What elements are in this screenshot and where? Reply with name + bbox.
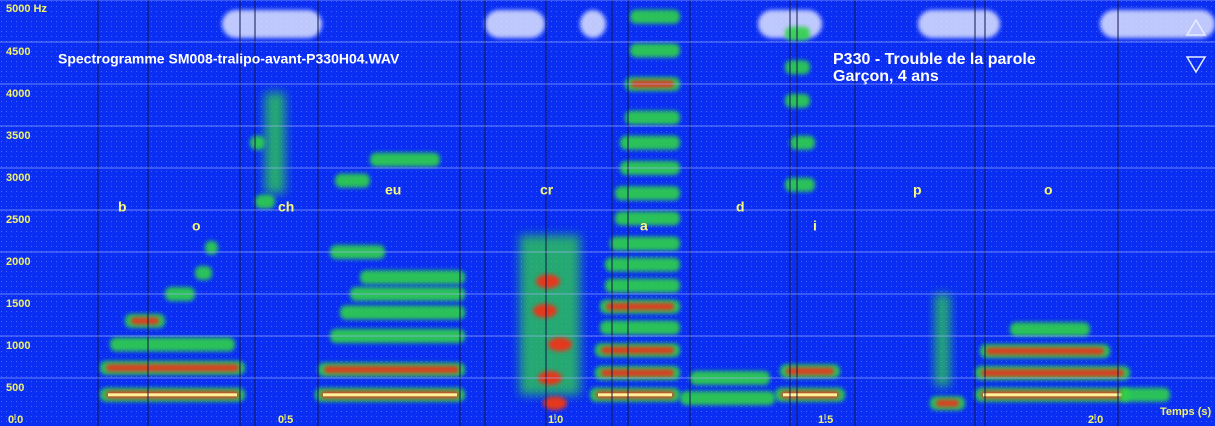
subtitle: P330 - Trouble de la parole xyxy=(833,51,1036,68)
formant-glow xyxy=(785,177,815,192)
formant-glow xyxy=(255,194,275,209)
formant-glow xyxy=(790,135,815,150)
y-tick-label: 3000 xyxy=(6,172,30,184)
y-tick-label: 1500 xyxy=(6,298,30,310)
phoneme-label: i xyxy=(813,218,817,234)
chart-title: Spectrogramme SM008-tralipo-avant-P330H0… xyxy=(58,51,400,67)
phoneme-label: o xyxy=(192,218,201,234)
y-tick-label: 5000 Hz xyxy=(6,3,47,15)
intensity-envelope xyxy=(918,10,1000,38)
formant-core xyxy=(131,317,159,325)
formant-glow xyxy=(195,266,212,280)
x-axis-label: Temps (s) xyxy=(1160,406,1211,418)
phoneme-label: cr xyxy=(540,182,554,198)
formant-glow xyxy=(1010,322,1090,337)
formant-core xyxy=(601,369,674,377)
phoneme-label: eu xyxy=(385,182,401,198)
x-tick-label: 2.0 xyxy=(1088,414,1103,426)
noise-peak xyxy=(536,274,560,289)
formant-glow xyxy=(1120,387,1170,402)
formant-glow xyxy=(340,305,465,320)
formant-core xyxy=(986,347,1104,355)
formant-glow xyxy=(600,320,680,335)
phoneme-label: o xyxy=(1044,182,1053,198)
formant-glow xyxy=(360,270,465,285)
formant-core xyxy=(606,303,674,311)
formant-peak xyxy=(598,393,672,397)
intensity-envelope xyxy=(1100,10,1215,38)
y-tick-label: 1000 xyxy=(6,340,30,352)
noise-region xyxy=(265,92,285,194)
formant-glow xyxy=(250,135,265,150)
noise-region xyxy=(935,294,950,387)
formant-glow xyxy=(680,391,775,406)
formant-core xyxy=(324,366,459,374)
formant-glow xyxy=(205,240,218,255)
formant-glow xyxy=(615,211,680,226)
x-tick-label: 1.0 xyxy=(548,414,563,426)
noise-peak xyxy=(548,337,572,352)
phoneme-label: ch xyxy=(278,199,294,215)
formant-core xyxy=(936,399,959,407)
formant-core xyxy=(786,367,834,375)
formant-glow xyxy=(625,110,680,125)
phoneme-label: b xyxy=(118,199,127,215)
y-tick-label: 4000 xyxy=(6,88,30,100)
y-tick-label: 3500 xyxy=(6,130,30,142)
formant-peak xyxy=(783,393,837,397)
noise-peak xyxy=(543,396,567,411)
formant-glow xyxy=(605,257,680,272)
formant-core xyxy=(601,346,674,354)
y-tick-label: 2000 xyxy=(6,256,30,268)
x-tick-label: 0.5 xyxy=(278,414,293,426)
noise-peak xyxy=(533,303,557,318)
formant-glow xyxy=(370,152,440,167)
formant-glow xyxy=(615,186,680,201)
x-tick-label: 1.5 xyxy=(818,414,833,426)
x-tick-label: 0.0 xyxy=(8,414,23,426)
phoneme-label: d xyxy=(736,199,745,215)
formant-glow xyxy=(605,278,680,293)
formant-peak xyxy=(108,393,237,397)
formant-glow xyxy=(630,9,680,24)
formant-peak xyxy=(323,393,457,397)
y-tick-label: 4500 xyxy=(6,46,30,58)
formant-glow xyxy=(610,236,680,251)
scroll-up-arrow[interactable] xyxy=(1185,18,1207,36)
y-tick-label: 500 xyxy=(6,382,24,394)
y-tick-label: 2500 xyxy=(6,214,30,226)
spectral-energy xyxy=(97,0,1215,426)
formant-glow xyxy=(630,43,680,58)
subtitle: Garçon, 4 ans xyxy=(833,68,939,85)
phoneme-label: p xyxy=(913,182,922,198)
intensity-envelope xyxy=(485,10,545,38)
formant-glow xyxy=(110,337,235,352)
formant-glow xyxy=(620,135,680,150)
scroll-down-arrow[interactable] xyxy=(1185,56,1207,74)
formant-glow xyxy=(335,173,370,188)
intensity-envelope xyxy=(222,10,322,38)
intensity-envelope xyxy=(580,10,606,38)
formant-core xyxy=(981,369,1124,377)
formant-peak xyxy=(983,393,1122,397)
phoneme-label: a xyxy=(640,218,648,234)
formant-core xyxy=(106,364,239,372)
